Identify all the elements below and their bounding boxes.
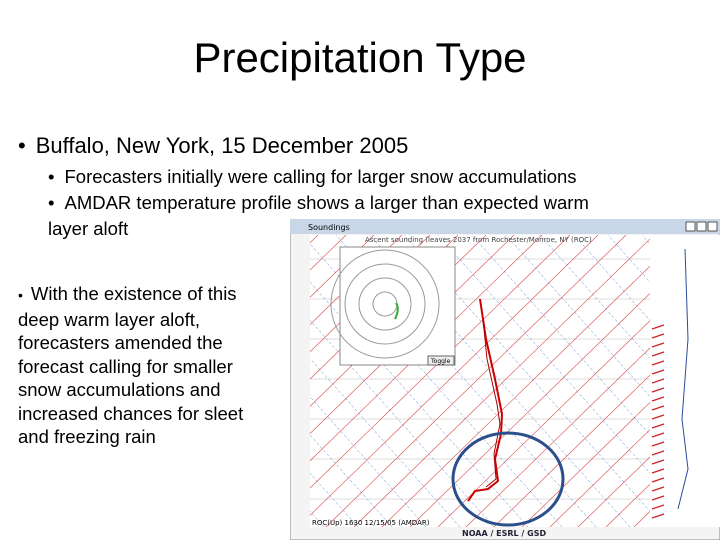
wind-barb [651,495,665,501]
dry-adiabat [310,281,529,527]
sub-bullet-text: AMDAR temperature profile shows a larger… [48,192,589,239]
slide-title: Precipitation Type [193,34,527,81]
wind-barb [651,423,665,429]
wind-barb [651,450,665,456]
hodograph-trace [394,302,399,320]
dry-adiabat [437,235,650,474]
dry-adiabat [539,235,650,359]
highlight-circle [451,431,565,527]
dewpoint-trace [482,318,501,488]
wind-barb [651,360,665,366]
wind-barb [651,324,665,330]
isotherm [310,235,375,298]
dry-adiabat [310,472,359,527]
maximize-button[interactable] [696,221,707,232]
sounding-screenshot: Soundings Ascent sounding (leaves 2037 f… [290,219,720,540]
wind-barb [651,504,665,510]
hodograph-ring [344,263,426,345]
temperature-trace [467,298,504,502]
isotherm [521,401,650,527]
isotherm [493,374,650,527]
dry-adiabat [471,235,650,436]
title-bar [290,219,720,234]
isotherm [437,320,650,527]
sounding-caption: ROC(Up) 1630 12/15/05 (AMDAR) [312,519,430,527]
dry-adiabat [310,319,495,527]
wind-barb [651,513,665,519]
wind-barb [651,378,665,384]
wind-barb [651,351,665,357]
toggle-button[interactable] [427,355,455,366]
isotherm [310,235,599,516]
wind-barb [651,432,665,438]
wind-barb [651,441,665,447]
credit: NOAA / ESRL / GSD [462,529,546,538]
isotherm [381,265,650,527]
wind-barb [651,333,665,339]
wind-barbs [651,324,665,519]
wind-barb [651,396,665,402]
isotherm [353,238,650,527]
sounding-header: Ascent sounding (leaves 2037 from Roches… [365,236,592,244]
dry-adiabat [310,358,461,527]
sub-bullet: • AMDAR temperature profile shows a large… [48,192,589,239]
dry-adiabat [310,396,427,527]
wind-barb [651,342,665,348]
sub-bullet-text: Forecasters initially were calling for l… [64,166,577,187]
wind-barb [651,477,665,483]
hodograph-ring [358,277,412,331]
wind-barb [651,414,665,420]
isotherm [310,235,571,489]
bullet: Buffalo, New York, 15 December 2005 [18,133,409,159]
isotherm [325,235,627,527]
close-button[interactable] [707,221,718,232]
wind-barb [651,405,665,411]
side-text: With the existence of this deep warm lay… [18,283,244,447]
wind-barb [651,459,665,465]
dry-adiabat [573,235,650,321]
isotherm [577,456,650,527]
window-title: Soundings [308,223,350,232]
isotherm [409,292,650,527]
wind-barb [651,369,665,375]
toggle-label: Toggle [430,358,451,365]
dry-adiabat [505,235,650,398]
side-paragraph: With the existence of this deep warm lay… [18,282,273,449]
isotherm [310,235,543,462]
isotherm [465,347,650,527]
wind-profile [677,248,689,510]
minimize-button[interactable] [685,221,696,232]
hodograph-ring [330,249,440,359]
wind-barb [651,387,665,393]
wind-barb [651,486,665,492]
isotherm [549,429,650,527]
sub-bullet: • Forecasters initially were calling for … [48,166,577,187]
wind-barb [651,468,665,474]
dry-adiabat [310,434,393,527]
